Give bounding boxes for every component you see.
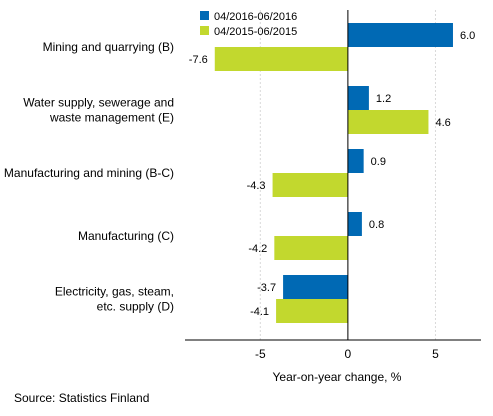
- bar: [347, 86, 369, 110]
- category-label: Manufacturing (C): [78, 229, 174, 243]
- data-label: 4.6: [435, 117, 450, 129]
- bar: [283, 275, 348, 299]
- data-label: 1.2: [376, 93, 391, 105]
- category-label: waste management (E): [49, 111, 174, 125]
- bar: [276, 299, 348, 323]
- data-label: -4.1: [250, 306, 269, 318]
- data-label: -4.3: [247, 180, 266, 192]
- bar: [274, 236, 348, 260]
- bar: [347, 212, 362, 236]
- legend-label: 04/2016-06/2016: [214, 11, 297, 23]
- category-label: Water supply, sewerage and: [23, 96, 174, 110]
- x-axis-title: Year-on-year change, %: [273, 370, 402, 384]
- category-label: etc. supply (D): [97, 300, 174, 314]
- legend-swatch: [200, 26, 209, 35]
- bar: [347, 23, 453, 47]
- data-label: -4.2: [248, 243, 267, 255]
- category-label: Manufacturing and mining (B-C): [4, 166, 174, 180]
- bar: [214, 47, 348, 71]
- data-label: 0.8: [369, 219, 384, 231]
- legend-label: 04/2015-06/2015: [214, 26, 297, 38]
- data-label: 0.9: [371, 156, 386, 168]
- legend-swatch: [200, 11, 209, 20]
- category-label: Mining and quarrying (B): [43, 40, 174, 54]
- bar: [272, 173, 348, 197]
- source-note: Source: Statistics Finland: [14, 391, 150, 405]
- x-tick-label: 5: [432, 347, 439, 361]
- x-tick-label: 0: [345, 347, 352, 361]
- bar: [347, 149, 364, 173]
- bar: [347, 110, 429, 134]
- data-label: -7.6: [189, 54, 208, 66]
- x-tick-label: -5: [255, 347, 266, 361]
- data-label: 6.0: [460, 30, 475, 42]
- data-label: -3.7: [257, 282, 276, 294]
- category-label: Electricity, gas, steam,: [55, 285, 174, 299]
